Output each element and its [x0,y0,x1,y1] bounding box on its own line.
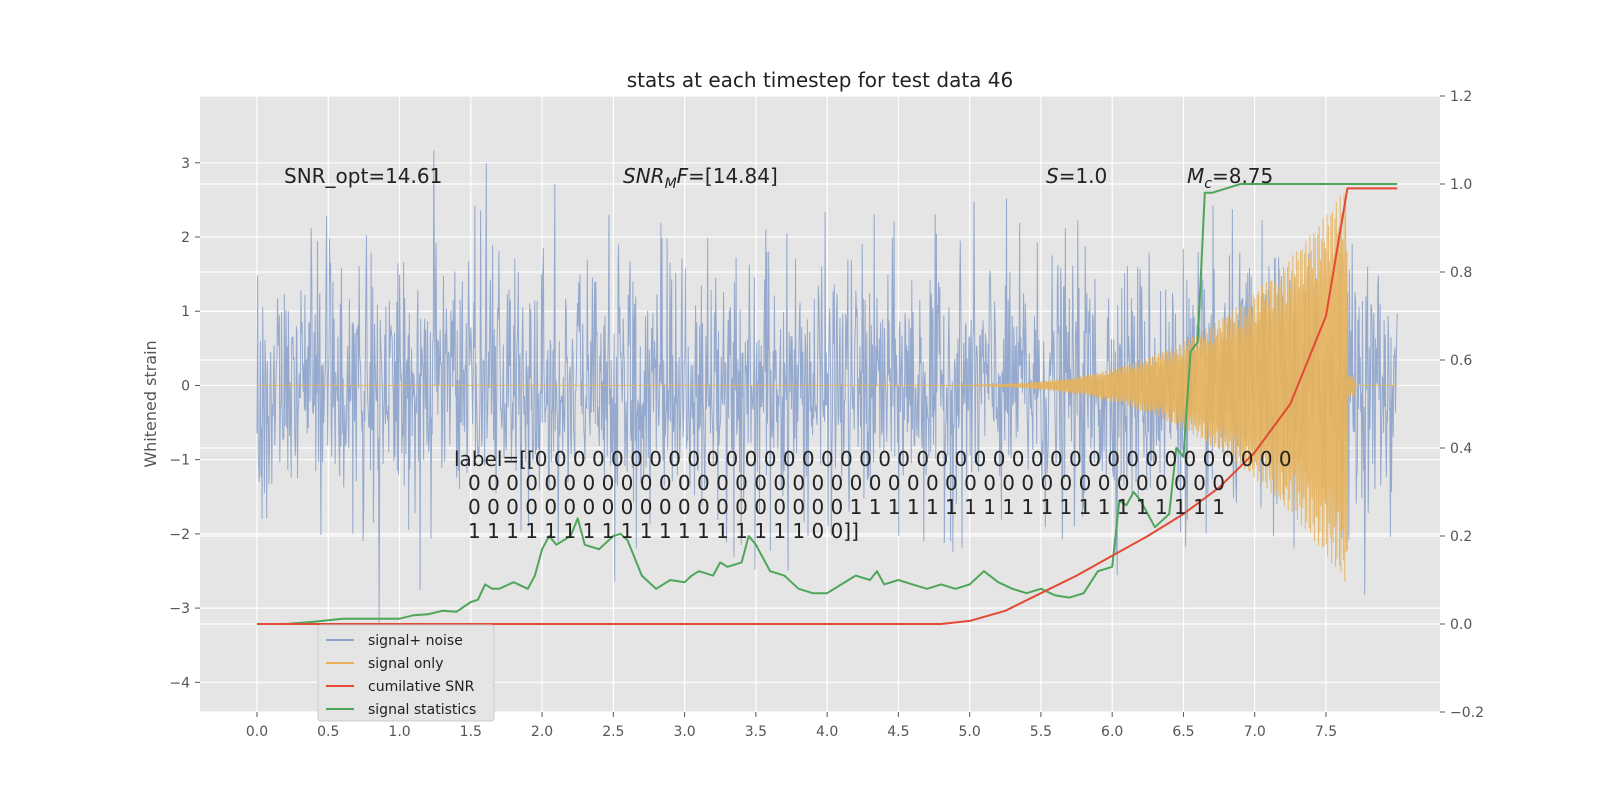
legend-box [317,624,495,722]
lines-series-group [257,183,1398,625]
y2-tick-label: −0.2 [1450,705,1484,721]
legend-label-cumulative: cumilative SNR [368,679,475,695]
y-tick-label: −1 [169,453,190,469]
y2-tick-label: 0.4 [1450,441,1472,457]
snr-opt-annotation: SNR_opt=14.61 [284,164,442,188]
series-signal-statistics [257,183,1398,625]
label-line-3: 0 0 0 0 0 0 0 0 0 0 0 0 0 0 0 0 0 0 0 0 … [468,495,1225,519]
noise-series-group [256,150,1398,623]
chart-title: stats at each timestep for test data 46 [627,68,1013,92]
snr-mf-value: =[14.84] [688,164,778,188]
y-tick-label: 3 [181,156,190,172]
label-line-4: 1 1 1 1 1 1 1 1 1 1 1 1 1 1 1 1 1 1 0 0]… [468,519,859,543]
y-axis-ticks: −4 −3 −2 −1 0 1 2 3 [169,156,200,691]
y2-tick-label: 0.2 [1450,529,1472,545]
snr-mf-main: SNR [623,164,665,188]
y2-axis-ticks: −0.2 0.0 0.2 0.4 0.6 0.8 1.0 1.2 [1440,89,1484,721]
series-cumulative-snr [257,187,1398,625]
x-tick-label: 1.5 [460,724,482,740]
x-tick-label: 7.5 [1315,724,1337,740]
x-tick-label: 5.0 [959,724,981,740]
mc-value: =8.75 [1212,164,1273,188]
x-tick-label: 0.0 [246,724,268,740]
y2-tick-label: 0.8 [1450,265,1472,281]
s-main: S [1046,164,1059,188]
snr-mf-F: F [677,164,689,188]
label-line-1: label=[[0 0 0 0 0 0 0 0 0 0 0 0 0 0 0 0 … [454,447,1292,471]
y2-tick-label: 0.6 [1450,353,1472,369]
series-signal-noise [256,150,1398,623]
signal-series-group [257,193,1398,582]
snr-mf-subscript: M [665,176,677,192]
x-tick-label: 2.5 [602,724,624,740]
y-axis-label: Whitened strain [141,340,160,467]
mc-subscript: c [1204,176,1212,192]
mc-main: M [1187,164,1204,188]
x-tick-label: 6.5 [1172,724,1194,740]
x-tick-label: 7.0 [1244,724,1266,740]
x-tick-label: 0.5 [317,724,339,740]
y-tick-label: −4 [169,675,190,691]
label-line-2: 0 0 0 0 0 0 0 0 0 0 0 0 0 0 0 0 0 0 0 0 … [468,471,1225,495]
x-tick-label: 2.0 [531,724,553,740]
x-tick-label: 4.5 [887,724,909,740]
x-tick-label: 1.0 [388,724,410,740]
y-tick-label: 1 [181,304,190,320]
y2-tick-label: 1.2 [1450,89,1472,105]
annotations: SNR_opt=14.61 SNRMF=[14.84] S=1.0 Mc=8.7… [284,164,1292,543]
x-tick-label: 5.5 [1030,724,1052,740]
x-tick-label: 4.0 [816,724,838,740]
x-tick-label: 3.0 [673,724,695,740]
y-tick-label: 0 [181,378,190,394]
s-value: =1.0 [1059,164,1108,188]
y-tick-label: 2 [181,230,190,246]
y2-tick-label: 0.0 [1450,617,1472,633]
x-tick-label: 3.5 [745,724,767,740]
s-annotation: S=1.0 [1046,164,1107,188]
mc-annotation: Mc=8.75 [1187,164,1273,192]
y-tick-label: −3 [169,601,190,617]
legend: signal+ noise signal only cumilative SNR… [317,624,495,722]
y2-tick-label: 1.0 [1450,177,1472,193]
legend-label-signal: signal only [368,656,443,672]
series-signal-only [257,193,1398,582]
y-tick-label: −2 [169,527,190,543]
x-axis-ticks: 0.0 0.5 1.0 1.5 2.0 2.5 3.0 3.5 4.0 4.5 5.0 5.5 6.0 6… [246,712,1337,740]
x-tick-label: 6.0 [1101,724,1123,740]
legend-label-noise: signal+ noise [368,633,463,649]
legend-label-statistics: signal statistics [368,702,476,718]
snr-mf-annotation: SNRMF=[14.84] [623,164,778,192]
